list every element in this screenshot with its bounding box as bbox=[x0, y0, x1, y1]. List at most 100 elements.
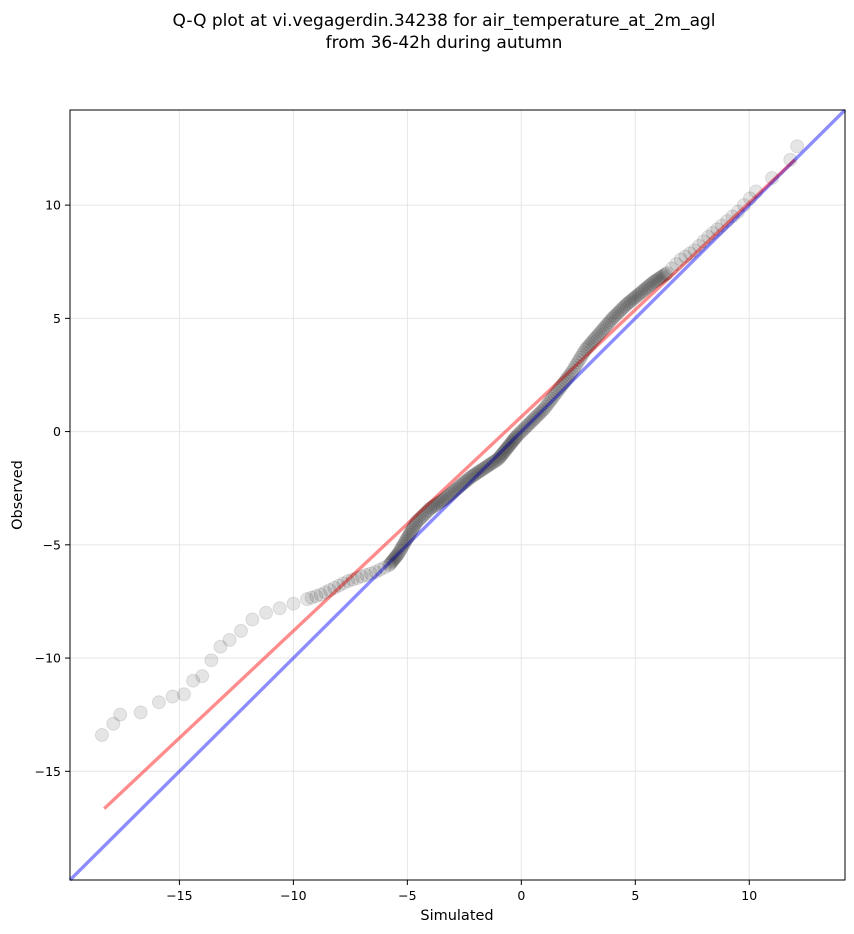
quantile-point bbox=[397, 536, 412, 551]
quantile-point bbox=[441, 488, 456, 503]
quantile-point bbox=[350, 571, 365, 586]
quantile-point bbox=[402, 527, 417, 542]
quantile-point bbox=[520, 418, 535, 433]
fit-line-overlay bbox=[103, 158, 796, 810]
quantile-point bbox=[502, 437, 517, 452]
quantile-point bbox=[705, 226, 720, 241]
quantile-point bbox=[408, 516, 423, 531]
quantile-point bbox=[331, 578, 346, 593]
quantile-point bbox=[550, 383, 565, 398]
quantile-point bbox=[569, 358, 584, 373]
quantile-point bbox=[640, 280, 655, 295]
quantile-point bbox=[433, 494, 448, 509]
quantile-point bbox=[418, 506, 433, 521]
quantile-point bbox=[638, 281, 653, 296]
quantile-point bbox=[427, 498, 442, 513]
quantile-point bbox=[341, 574, 356, 589]
quantile-point bbox=[409, 515, 424, 530]
identity-line bbox=[68, 108, 847, 882]
quantile-point bbox=[641, 278, 656, 293]
quantile-point bbox=[649, 273, 664, 288]
quantile-point bbox=[471, 464, 486, 479]
quantile-point bbox=[600, 316, 615, 331]
quantile-point bbox=[623, 293, 638, 308]
quantile-point bbox=[655, 269, 670, 284]
quantile-point bbox=[327, 580, 342, 595]
quantile-point bbox=[398, 534, 413, 549]
quantile-point bbox=[485, 455, 500, 470]
quantile-point bbox=[572, 353, 587, 368]
quantile-point bbox=[458, 474, 473, 489]
quantile-point bbox=[683, 246, 697, 261]
quantile-point bbox=[616, 300, 631, 315]
quantile-point bbox=[133, 705, 148, 720]
quantile-point bbox=[432, 495, 447, 510]
reference-lines bbox=[68, 108, 847, 882]
quantile-point bbox=[482, 457, 497, 472]
quantile-point bbox=[436, 492, 451, 507]
quantile-point bbox=[488, 453, 503, 468]
quantile-point bbox=[552, 381, 567, 396]
quantile-point bbox=[619, 297, 634, 312]
quantile-point bbox=[637, 282, 652, 297]
quantile-point bbox=[389, 549, 404, 564]
quantile-point bbox=[467, 467, 482, 482]
quantile-point bbox=[608, 308, 623, 323]
quantile-point bbox=[204, 653, 219, 668]
quantile-point bbox=[570, 355, 585, 370]
quantile-point bbox=[692, 238, 707, 253]
y-tick-label: 5 bbox=[53, 311, 61, 326]
quantile-point bbox=[765, 170, 780, 185]
quantile-point bbox=[518, 420, 533, 435]
quantile-point bbox=[559, 371, 574, 386]
quantile-point bbox=[643, 277, 658, 292]
quantile-point bbox=[725, 209, 740, 224]
grid bbox=[70, 110, 845, 880]
quantile-point bbox=[272, 601, 287, 616]
quantile-point bbox=[456, 476, 471, 491]
quantile-point bbox=[396, 538, 411, 553]
quantile-point bbox=[523, 415, 538, 430]
quantile-point bbox=[581, 339, 596, 354]
quantile-point bbox=[390, 548, 405, 563]
quantile-point bbox=[438, 491, 453, 506]
quantile-point bbox=[547, 387, 562, 402]
quantile-point bbox=[400, 531, 415, 546]
quantile-point bbox=[614, 302, 629, 317]
quantile-point bbox=[576, 345, 591, 360]
quantile-point bbox=[736, 198, 751, 213]
y-tick-label: −10 bbox=[35, 651, 61, 666]
quantile-point bbox=[474, 462, 489, 477]
quantile-point bbox=[585, 334, 600, 349]
quantile-point bbox=[391, 546, 406, 561]
quantile-point bbox=[259, 605, 274, 620]
quantile-point bbox=[309, 589, 324, 604]
quantile-point bbox=[687, 243, 702, 258]
quantile-point bbox=[517, 421, 532, 436]
chart-title-line-1: Q-Q plot at vi.vegagerdin.34238 for air_… bbox=[172, 11, 715, 31]
quantile-point bbox=[578, 343, 593, 358]
quantile-point bbox=[584, 336, 599, 351]
quantile-point bbox=[322, 583, 337, 598]
quantile-point bbox=[455, 477, 470, 492]
quantile-point bbox=[450, 481, 465, 496]
quantile-point bbox=[363, 566, 378, 581]
quantile-point bbox=[382, 558, 397, 573]
quantile-point bbox=[652, 271, 667, 286]
quantile-point bbox=[447, 483, 462, 498]
quantile-point bbox=[393, 543, 408, 558]
quantile-point bbox=[720, 213, 735, 228]
quantile-point bbox=[313, 587, 328, 602]
quantile-point bbox=[526, 412, 541, 427]
quantile-point bbox=[401, 529, 416, 544]
y-tick-label: −5 bbox=[43, 537, 61, 552]
quantile-point bbox=[654, 270, 669, 285]
x-axis-label: Simulated bbox=[420, 908, 493, 924]
quantile-point bbox=[506, 432, 521, 447]
quantile-point bbox=[384, 555, 399, 570]
quantile-point bbox=[603, 313, 618, 328]
quantile-point bbox=[512, 426, 527, 441]
quantile-point bbox=[531, 407, 546, 422]
quantile-point bbox=[430, 496, 445, 511]
quantile-point bbox=[651, 272, 666, 287]
